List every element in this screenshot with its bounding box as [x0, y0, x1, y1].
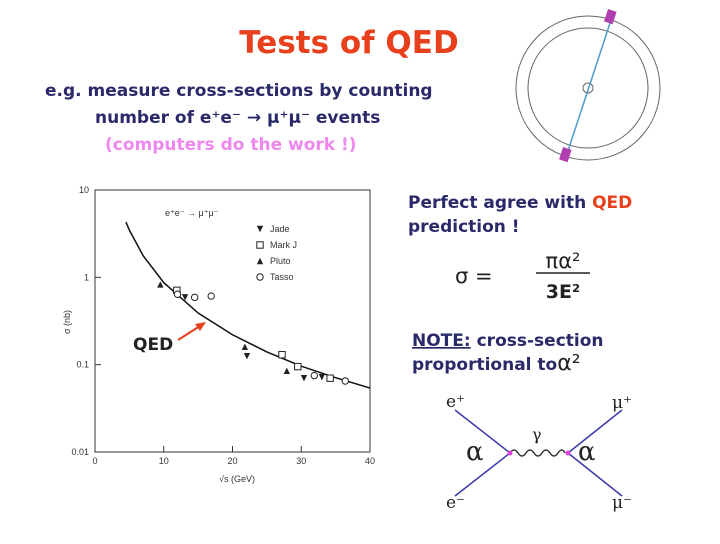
- formula-denominator: 3E²: [546, 281, 581, 303]
- feynman-label: e⁻: [446, 493, 465, 513]
- x-tick-label: 10: [159, 456, 169, 466]
- legend-title: e⁺e⁻ → μ⁺μ⁻: [165, 208, 219, 218]
- legend-label: Tasso: [270, 272, 294, 282]
- data-point: [326, 374, 334, 382]
- y-tick-label: 0.1: [76, 360, 89, 370]
- data-point: [241, 343, 249, 351]
- qed-arrow: [177, 325, 201, 341]
- data-point: [157, 281, 164, 288]
- agreement: Perfect agree with QED: [408, 193, 632, 213]
- legend-label: Mark J: [270, 240, 297, 250]
- feynman-label: α: [466, 437, 484, 467]
- data-point: [310, 371, 319, 380]
- data-point: [341, 377, 349, 385]
- note-text: proportional to: [412, 355, 557, 375]
- data-point: [190, 293, 199, 302]
- y-tick-label: 1: [84, 272, 89, 282]
- intro-line: e.g. measure cross-sections by counting: [45, 81, 433, 101]
- data-point: [294, 362, 302, 371]
- data-point: [181, 294, 189, 301]
- feynman-label: μ⁺: [612, 393, 632, 413]
- feynman-label: e⁺: [446, 392, 465, 412]
- formula-numerator: πα²: [546, 249, 581, 273]
- qed-label: QED: [133, 335, 173, 355]
- data-point: [300, 374, 308, 382]
- legend-marker: [256, 257, 264, 265]
- data-point: [283, 367, 291, 375]
- legend-label: Jade: [270, 224, 290, 234]
- feynman-label: α: [578, 437, 596, 467]
- agreement-highlight: QED: [592, 193, 632, 213]
- feynman-label: γ: [532, 425, 542, 444]
- slide-title: Tests of QED: [239, 25, 458, 61]
- note-symbol: α²: [557, 351, 580, 376]
- note-label: NOTE:: [412, 331, 471, 351]
- feynman-label: μ⁻: [612, 493, 632, 513]
- x-axis-label: √s (GeV): [219, 474, 255, 484]
- legend-marker: [256, 225, 264, 233]
- y-tick-label: 10: [79, 185, 89, 195]
- note-text: cross-section: [477, 331, 604, 351]
- intro-line: number of e⁺e⁻ → μ⁺μ⁻ events: [95, 108, 380, 128]
- agreement-text: Perfect agree with: [408, 193, 586, 213]
- y-axis-label: σ (nb): [62, 310, 72, 334]
- intro-note: (computers do the work !): [105, 135, 357, 155]
- x-tick-label: 20: [227, 456, 237, 466]
- legend-label: Pluto: [270, 256, 291, 266]
- plot: 0 10 20 30 40 0.01 0.1 1 10 √s (GeV) σ (nb) e⁺e⁻ → …: [62, 185, 375, 484]
- note: proportional toα²: [412, 351, 581, 376]
- formula-lhs: σ =: [455, 264, 493, 288]
- x-tick-label: 30: [296, 456, 306, 466]
- data-point: [243, 353, 251, 360]
- data-point: [173, 290, 182, 298]
- x-tick-label: 40: [365, 456, 375, 466]
- feynman-diagram: [454, 409, 623, 497]
- agreement-text: prediction !: [408, 217, 520, 237]
- x-tick-label: 0: [92, 456, 97, 466]
- qed-arrowhead: [195, 322, 206, 331]
- qed-curve: [125, 221, 371, 389]
- data-point: [278, 351, 286, 359]
- y-tick-label: 0.01: [71, 447, 89, 457]
- note: NOTE: cross-section: [412, 331, 604, 351]
- legend-marker: [256, 241, 264, 249]
- data-point: [207, 292, 215, 300]
- detector-icon: [515, 9, 661, 163]
- data-point: [318, 373, 326, 381]
- plot-frame: [94, 189, 371, 453]
- legend-marker: [256, 273, 264, 281]
